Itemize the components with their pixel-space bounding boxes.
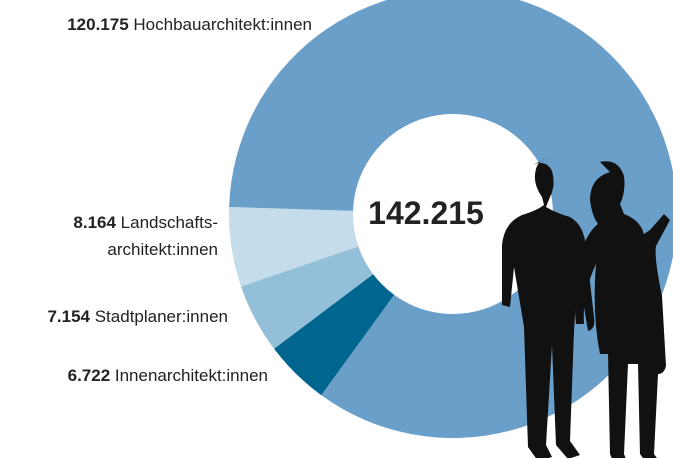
slice-label: 7.154 Stadtplaner:innen <box>47 307 228 326</box>
slice-name: Innenarchitekt:innen <box>110 366 268 385</box>
slice-value-label: 8.164 <box>73 213 116 232</box>
slice-name: architekt:innen <box>107 240 218 259</box>
chart: 142.215 120.175 Hochbauarchitekt:innen 8.… <box>0 0 673 458</box>
slice-value-label: 7.154 <box>47 307 90 326</box>
slice-name: Landschafts- <box>116 213 218 232</box>
slice-label: 6.722 Innenarchitekt:innen <box>68 366 268 385</box>
slice-label: 120.175 Hochbauarchitekt:innen <box>67 15 312 34</box>
slice-value-label: 120.175 <box>67 15 128 34</box>
slice-name: Hochbauarchitekt:innen <box>129 15 312 34</box>
slice-label: 8.164 Landschafts-architekt:innen <box>73 213 218 259</box>
slice-value-label: 6.722 <box>68 366 111 385</box>
slice-name: Stadtplaner:innen <box>90 307 228 326</box>
center-total: 142.215 <box>368 195 484 231</box>
